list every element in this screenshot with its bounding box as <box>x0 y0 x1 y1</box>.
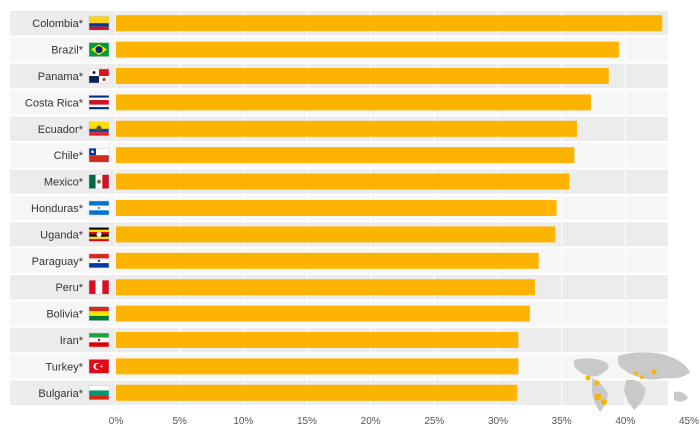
bar <box>116 200 557 216</box>
paraguay-flag-icon <box>88 253 110 269</box>
bar <box>116 173 570 190</box>
category-label: Uganda* <box>40 229 84 241</box>
bar <box>116 305 530 322</box>
bulgaria-flag-icon <box>88 385 110 401</box>
uganda-flag-icon <box>88 227 110 242</box>
chile-flag-icon <box>88 147 110 163</box>
bar <box>116 147 575 164</box>
x-tick-label: 40% <box>615 416 635 427</box>
category-label: Ecuador* <box>38 124 84 136</box>
bar <box>116 41 619 58</box>
bar <box>116 358 519 375</box>
bar <box>116 94 591 111</box>
bar <box>116 226 556 243</box>
bar <box>116 384 518 401</box>
category-label: Chile* <box>54 150 84 162</box>
ecuador-flag-icon <box>88 121 110 137</box>
bar <box>116 332 519 348</box>
x-tick-label: 0% <box>109 416 124 427</box>
category-label: Colombia* <box>32 18 83 30</box>
category-label: Turkey* <box>46 361 84 373</box>
bar <box>116 68 609 84</box>
costa-rica-flag-icon <box>88 95 110 110</box>
x-tick-label: 25% <box>424 416 444 427</box>
brazil-flag-icon <box>88 42 110 57</box>
x-tick-label: 5% <box>172 416 187 427</box>
category-label: Panama* <box>38 71 84 83</box>
bar <box>116 120 577 137</box>
bar <box>116 279 535 296</box>
category-label: Bolivia* <box>46 309 83 321</box>
x-tick-label: 15% <box>297 416 317 427</box>
world-map-icon <box>574 352 690 412</box>
x-tick-label: 35% <box>552 416 572 427</box>
bolivia-flag-icon <box>88 306 110 321</box>
bar <box>116 252 539 269</box>
x-tick-label: 30% <box>488 416 508 427</box>
panama-flag-icon <box>88 68 110 84</box>
category-label: Costa Rica* <box>25 97 84 109</box>
honduras-flag-icon <box>88 200 110 216</box>
iran-flag-icon <box>88 332 110 348</box>
category-label: Peru* <box>55 282 83 294</box>
category-label: Honduras* <box>31 203 84 215</box>
x-tick-label: 20% <box>361 416 381 427</box>
x-tick-label: 45% <box>679 416 699 427</box>
category-label: Iran* <box>60 335 84 347</box>
category-label: Mexico* <box>44 177 84 189</box>
mexico-flag-icon <box>88 174 110 189</box>
category-label: Paraguay* <box>32 256 84 268</box>
colombia-flag-icon <box>88 15 110 31</box>
turkey-flag-icon <box>88 359 110 374</box>
category-label: Bulgaria* <box>38 388 83 400</box>
peru-flag-icon <box>88 279 110 295</box>
category-label: Brazil* <box>51 45 84 57</box>
x-tick-label: 10% <box>233 416 253 427</box>
bar <box>116 15 663 32</box>
